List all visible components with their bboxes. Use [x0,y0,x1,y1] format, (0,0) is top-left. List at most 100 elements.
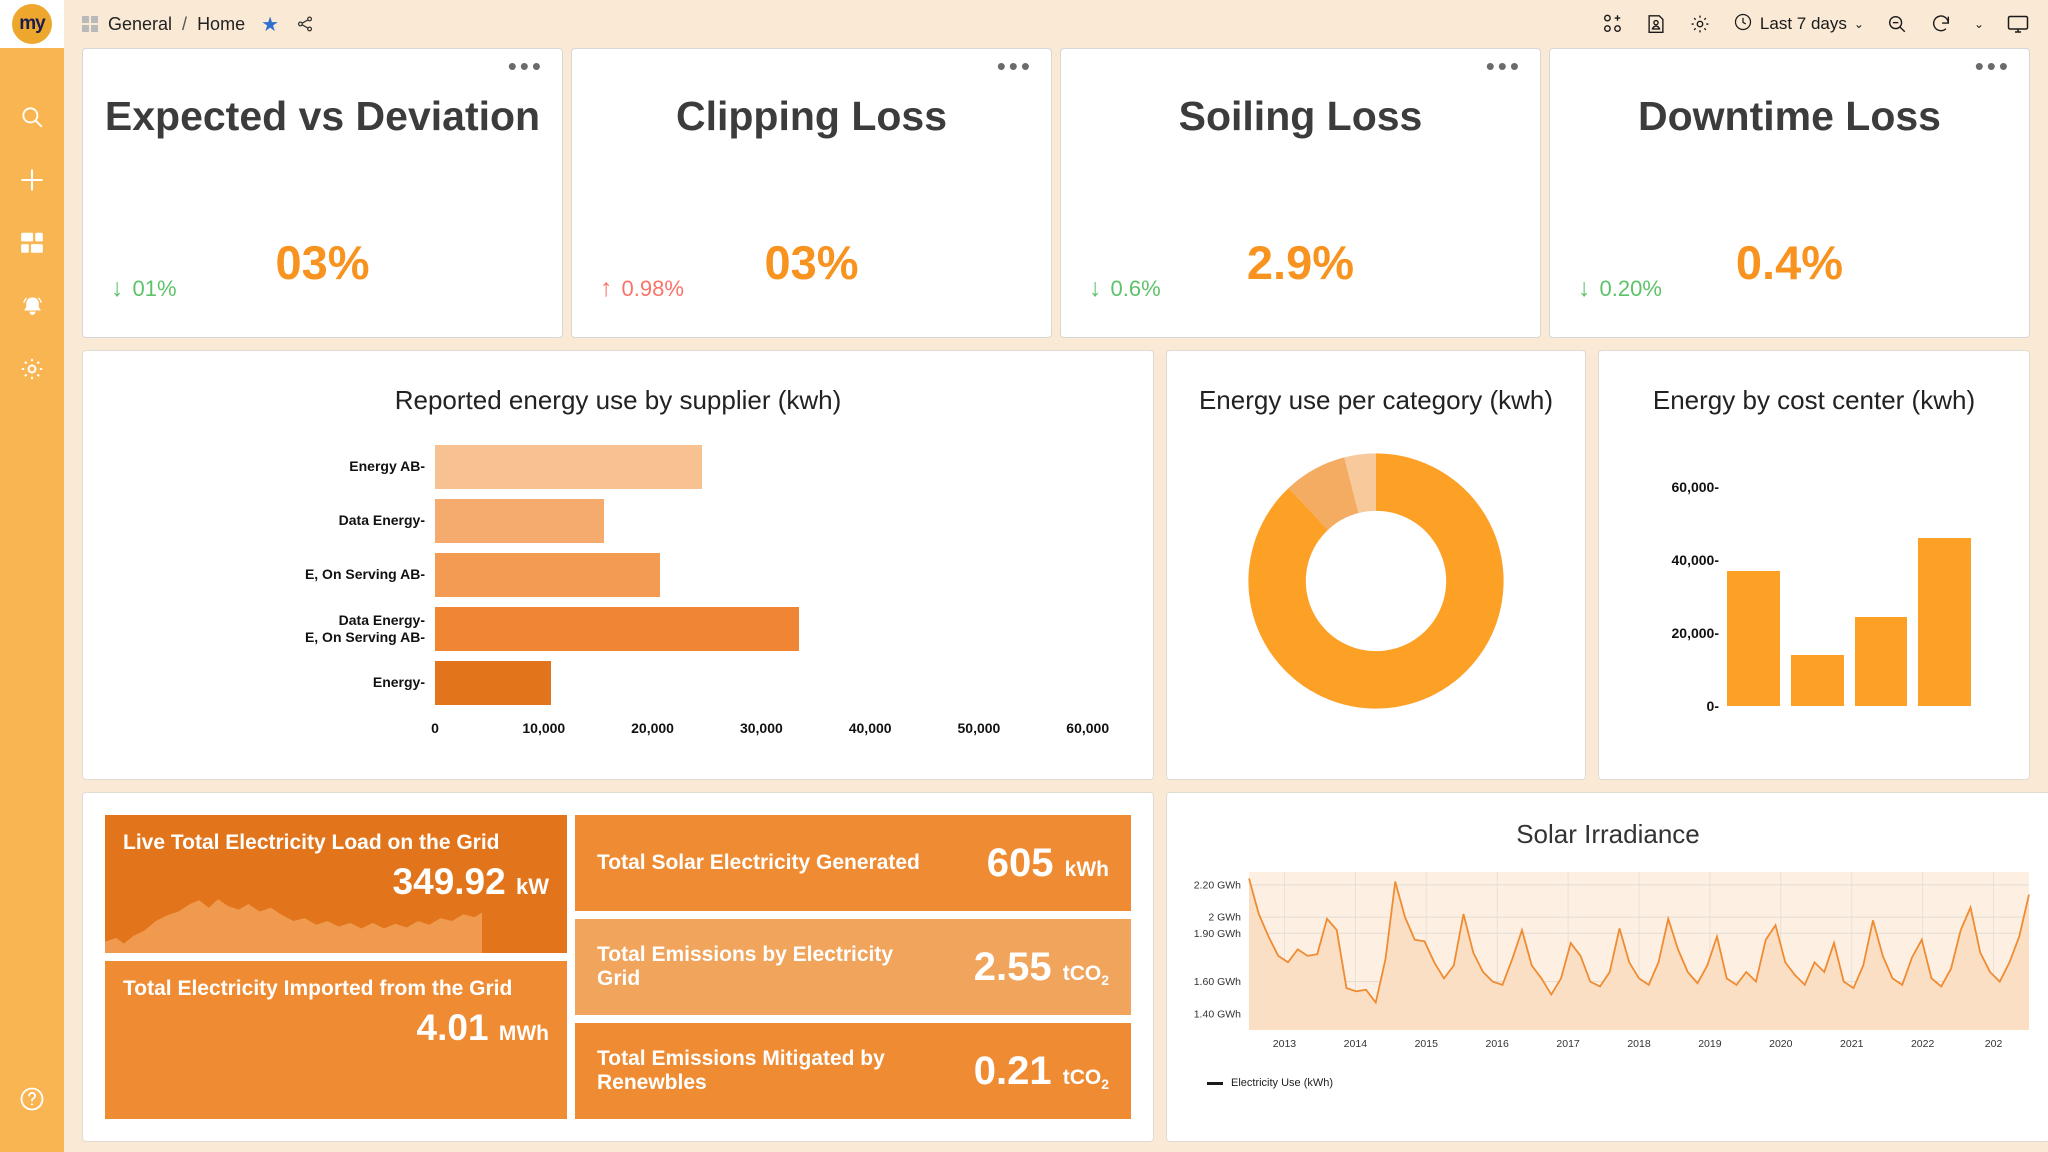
bar[interactable] [1854,616,1908,706]
x-tick-label: 2013 [1273,1038,1297,1050]
breadcrumb-root[interactable]: General [108,13,173,34]
kpi-card-downtime-loss[interactable]: ••• Downtime Loss 0.4% ↓ 0.20% [1549,48,2030,338]
tile-value: 349.92 kW [123,861,549,903]
bar-category-label: Data Energy- [338,512,425,529]
panel-energy-use-per-category[interactable]: Energy use per category (kwh) [1166,350,1586,780]
tile-number: 2.55 [973,944,1052,989]
card-menu-button[interactable]: ••• [996,51,1033,81]
donut-slice[interactable] [1248,453,1504,709]
bar-fill[interactable] [435,553,661,597]
bar-fill[interactable] [435,499,604,543]
sidebar-item-help[interactable] [15,1082,49,1116]
breadcrumb-current[interactable]: Home [197,13,246,34]
tile-live-total-electricity-load[interactable]: Live Total Electricity Load on the Grid … [105,815,567,953]
sidebar-item-alerts[interactable] [15,289,49,323]
x-tick-label: 2015 [1415,1038,1439,1050]
bar-row[interactable]: Data Energy- [83,494,1153,548]
bar[interactable] [1918,538,1971,706]
card-menu-button[interactable]: ••• [1485,51,1522,81]
card-menu-button[interactable]: ••• [1974,51,2011,81]
chart-title: Energy by cost center (kwh) [1652,385,1976,415]
kpi-delta-value: 0.98% [621,275,684,301]
y-tick-label: 1.60 GWh [1194,976,1241,988]
bar-fill[interactable] [435,445,702,489]
series-line[interactable] [1248,878,2030,1005]
x-tick-label: 2019 [1698,1038,1722,1050]
share-icon[interactable] [295,14,315,34]
tile-value: 0.21 tCO2 [974,1049,1109,1094]
bar-category-label: E, On Serving AB- [304,566,425,583]
panel-solar-irradiance[interactable]: Solar Irradiance 1.40 GWh 1.60 GWh 1.90 GW… [1166,792,2048,1142]
question-circle-icon [18,1085,46,1113]
panel-reported-energy-by-supplier[interactable]: Reported energy use by supplier (kwh) En… [82,350,1154,780]
tile-total-emissions-mitigated-by-renewables[interactable]: Total Emissions Mitigated by Renewbles 0… [575,1023,1131,1119]
x-tick-label: 2022 [1911,1038,1935,1050]
sidebar-item-add[interactable] [15,163,49,197]
vertical-bar-chart[interactable]: 0- 20,000- 40,000- 60,000- [1599,476,2029,714]
kpi-card-expected-vs-deviation[interactable]: ••• Expected vs Deviation 03% ↓ 01% [82,48,563,338]
y-tick-label: 2 GWh [1208,912,1241,924]
star-icon[interactable]: ★ [261,13,280,36]
left-sidebar: my [0,0,64,1152]
bar-track [435,656,1153,710]
breadcrumb: General / Home ★ [82,12,315,37]
date-range-label: Last 7 days [1759,14,1847,33]
line-chart-svg: 1.40 GWh 1.60 GWh 1.90 GWh 2 GWh 2.20 GWh 201… [1194,872,2030,1050]
kpi-body: 0.4% ↓ 0.20% [1550,227,2029,337]
refresh-options-chevron-down-icon[interactable]: ⌄ [1973,17,1984,31]
sidebar-item-dashboards[interactable] [15,226,49,260]
bar-track [435,602,1153,656]
kpi-value: 2.9% [1246,236,1355,289]
card-menu-button[interactable]: ••• [507,51,544,81]
date-range-picker[interactable]: Last 7 days ⌄ [1733,12,1864,37]
y-tick-label: 60,000- [1671,478,1719,495]
sidebar-item-search[interactable] [15,100,49,134]
bar-track [435,548,1153,602]
bottom-row: Live Total Electricity Load on the Grid … [82,792,2048,1142]
kpi-delta: ↓ 0.20% [1578,274,1662,303]
x-tick-label: 2014 [1344,1038,1368,1050]
bar-row[interactable]: E, On Serving AB- [83,548,1153,602]
y-tick-label: 40,000- [1671,551,1719,568]
tiles-left-column: Live Total Electricity Load on the Grid … [105,815,567,1119]
x-axis-ticks: 0 10,000 20,000 30,000 40,000 50,000 60,000 [431,720,1153,742]
kpi-card-soiling-loss[interactable]: ••• Soiling Loss 2.9% ↓ 0.6% [1060,48,1541,338]
bar-row[interactable]: Data Energy- E, On Serving AB- [83,602,1153,656]
arrow-down-icon: ↓ [1089,274,1102,302]
kpi-delta-value: 01% [132,275,177,301]
donut-chart[interactable] [1167,436,1585,726]
sidebar-item-settings[interactable] [15,352,49,386]
monitor-icon[interactable] [2006,12,2030,36]
chart-title: Reported energy use by supplier (kwh) [394,385,842,415]
donut-slice[interactable] [1344,453,1376,514]
search-icon [19,104,45,130]
kpi-body: 03% ↑ 0.98% [572,227,1051,337]
x-tick-label: 0 [431,720,439,736]
bar-row[interactable]: Energy- [83,656,1153,710]
kpi-card-clipping-loss[interactable]: ••• Clipping Loss 03% ↑ 0.98% [571,48,1052,338]
bar-fill[interactable] [435,607,800,651]
donut-slice[interactable] [1288,457,1359,530]
tiles-right-column: Total Solar Electricity Generated 605 kW… [575,815,1131,1119]
panel-energy-by-cost-center[interactable]: Energy by cost center (kwh) 0- 20,000- 40,… [1598,350,2030,780]
app-logo[interactable]: my [0,0,64,48]
user-plus-icon[interactable] [1601,13,1623,35]
gear-icon[interactable] [1689,13,1711,35]
horizontal-bar-chart[interactable]: Energy AB- Data Energy- E, On Serving AB- D… [83,440,1153,710]
kpi-delta: ↑ 0.98% [600,274,684,303]
bar-fill[interactable] [435,661,552,705]
report-icon[interactable] [1645,13,1667,35]
kpi-value: 0.4% [1735,236,1844,289]
refresh-icon[interactable] [1930,13,1952,35]
bar-row[interactable]: Energy AB- [83,440,1153,494]
panel-electricity-tiles[interactable]: Live Total Electricity Load on the Grid … [82,792,1154,1142]
bar[interactable] [1790,654,1844,706]
line-chart[interactable]: 1.40 GWh 1.60 GWh 1.90 GWh 2 GWh 2.20 GWh 201… [1167,864,2048,1069]
kpi-delta: ↓ 01% [111,274,177,303]
tile-total-solar-electricity-generated[interactable]: Total Solar Electricity Generated 605 kW… [575,815,1131,911]
tile-total-emissions-by-electricity-grid[interactable]: Total Emissions by Electricity Grid 2.55… [575,919,1131,1015]
bar[interactable] [1727,570,1780,706]
zoom-out-icon[interactable] [1886,13,1908,35]
tile-total-electricity-imported[interactable]: Total Electricity Imported from the Grid… [105,961,567,1119]
legend-swatch [1207,1081,1223,1085]
